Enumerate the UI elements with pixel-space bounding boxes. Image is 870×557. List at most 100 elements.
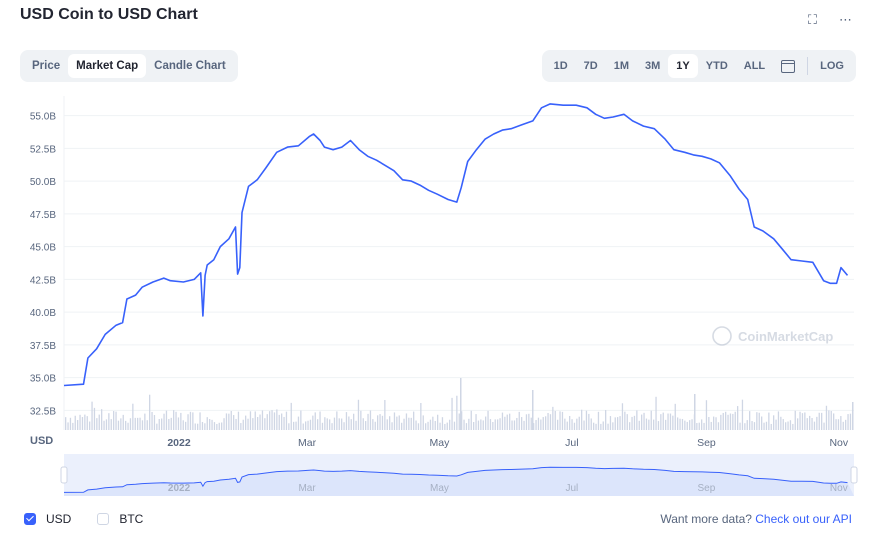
volume-bar	[410, 417, 412, 430]
navigator-handle[interactable]	[60, 466, 68, 484]
range-3m[interactable]: 3M	[645, 60, 661, 72]
tab-price[interactable]: Price	[32, 60, 61, 72]
volume-bar	[185, 421, 187, 430]
volume-bar	[132, 403, 134, 430]
volume-bar	[242, 419, 244, 430]
volume-bar	[117, 420, 120, 430]
volume-bar	[141, 420, 144, 430]
volume-bar	[609, 416, 612, 430]
volume-bar	[816, 416, 818, 430]
range-1y[interactable]: 1Y	[668, 54, 698, 78]
volume-bar	[401, 422, 403, 430]
volume-bar	[691, 419, 693, 430]
volume-bar	[775, 419, 777, 430]
volume-bar	[439, 422, 441, 430]
y-tick-label: 42.5B	[30, 275, 56, 286]
volume-bar	[509, 413, 511, 430]
volume-bar	[336, 411, 338, 430]
volume-bar	[77, 420, 79, 430]
tab-candle-chart[interactable]: Candle Chart	[154, 60, 226, 72]
volume-bar	[396, 416, 398, 430]
volume-bar	[624, 411, 626, 430]
volume-bar	[845, 419, 847, 430]
volume-bar	[269, 411, 271, 430]
usd-toggle[interactable]: USD	[24, 512, 71, 526]
navigator-area	[64, 467, 854, 496]
volume-bar	[780, 416, 782, 430]
volume-bar	[365, 421, 367, 430]
volume-bar	[98, 414, 100, 430]
btc-toggle[interactable]: BTC	[97, 512, 143, 526]
volume-bar	[295, 421, 297, 430]
volume-bar	[110, 419, 112, 430]
volume-bar	[638, 420, 640, 430]
volume-bar	[425, 423, 427, 430]
volume-bar	[566, 421, 568, 430]
volume-bar	[518, 411, 520, 430]
volume-bar	[698, 422, 700, 430]
volume-bar	[213, 422, 216, 430]
volume-bar	[223, 418, 225, 430]
volume-bar	[245, 415, 247, 430]
volume-bar	[648, 419, 650, 430]
volume-bar	[437, 414, 439, 430]
volume-bar	[571, 419, 573, 430]
volume-bar	[403, 418, 405, 430]
tab-market-cap[interactable]: Market Cap	[68, 54, 147, 78]
usd-label: USD	[46, 512, 72, 526]
navigator-line	[63, 466, 848, 493]
watermark-text: CoinMarketCap	[738, 329, 833, 344]
volume-bar	[828, 410, 830, 430]
volume-bar	[672, 415, 674, 430]
volume-bar	[789, 420, 792, 430]
volume-bar	[271, 410, 273, 430]
more-icon[interactable]: ⋯	[839, 12, 852, 27]
range-ytd[interactable]: YTD	[705, 60, 728, 72]
navigator-tick-label: May	[430, 483, 449, 494]
volume-bar	[165, 410, 168, 430]
volume-bar	[240, 423, 242, 430]
volume-bar	[264, 418, 266, 430]
volume-bar	[89, 421, 91, 430]
log-toggle[interactable]: LOG	[820, 60, 844, 72]
range-1d[interactable]: 1D	[553, 60, 568, 72]
volume-bar	[86, 416, 88, 430]
range-7d[interactable]: 7D	[583, 60, 598, 72]
volume-bar	[633, 415, 636, 430]
volume-bar	[715, 417, 717, 430]
y-tick-label: 45.0B	[30, 243, 56, 254]
y-tick-label: 55.0B	[30, 112, 56, 123]
volume-bar	[804, 412, 806, 430]
volume-bar	[686, 421, 688, 430]
api-link[interactable]: Check out our API	[755, 512, 852, 526]
y-tick-label: 50.0B	[30, 177, 56, 188]
volume-bar	[792, 423, 794, 430]
btc-checkbox[interactable]	[97, 513, 110, 525]
volume-bar	[307, 420, 309, 430]
volume-bar	[837, 419, 840, 430]
calendar-icon[interactable]	[781, 59, 796, 73]
volume-bar	[602, 421, 604, 430]
volume-bar	[276, 409, 278, 430]
expand-icon[interactable]: ⛶	[807, 12, 817, 27]
volume-bar	[573, 422, 576, 430]
volume-bar	[441, 417, 444, 430]
volume-bar	[626, 414, 628, 430]
volume-bar	[756, 412, 758, 430]
volume-bar	[288, 423, 290, 430]
volume-bar	[806, 418, 808, 430]
volume-bar	[809, 415, 811, 430]
range-1m[interactable]: 1M	[613, 60, 630, 72]
volume-bar	[355, 420, 357, 430]
volume-bar	[247, 418, 249, 430]
volume-bar	[139, 417, 141, 430]
volume-bar	[290, 402, 292, 430]
navigator-handle[interactable]	[850, 466, 858, 484]
volume-bar	[427, 421, 429, 430]
volume-bar	[710, 421, 712, 430]
range-all[interactable]: ALL	[743, 60, 766, 72]
volume-bar	[636, 410, 638, 430]
volume-bar	[821, 412, 823, 430]
usd-checkbox[interactable]	[24, 513, 36, 525]
